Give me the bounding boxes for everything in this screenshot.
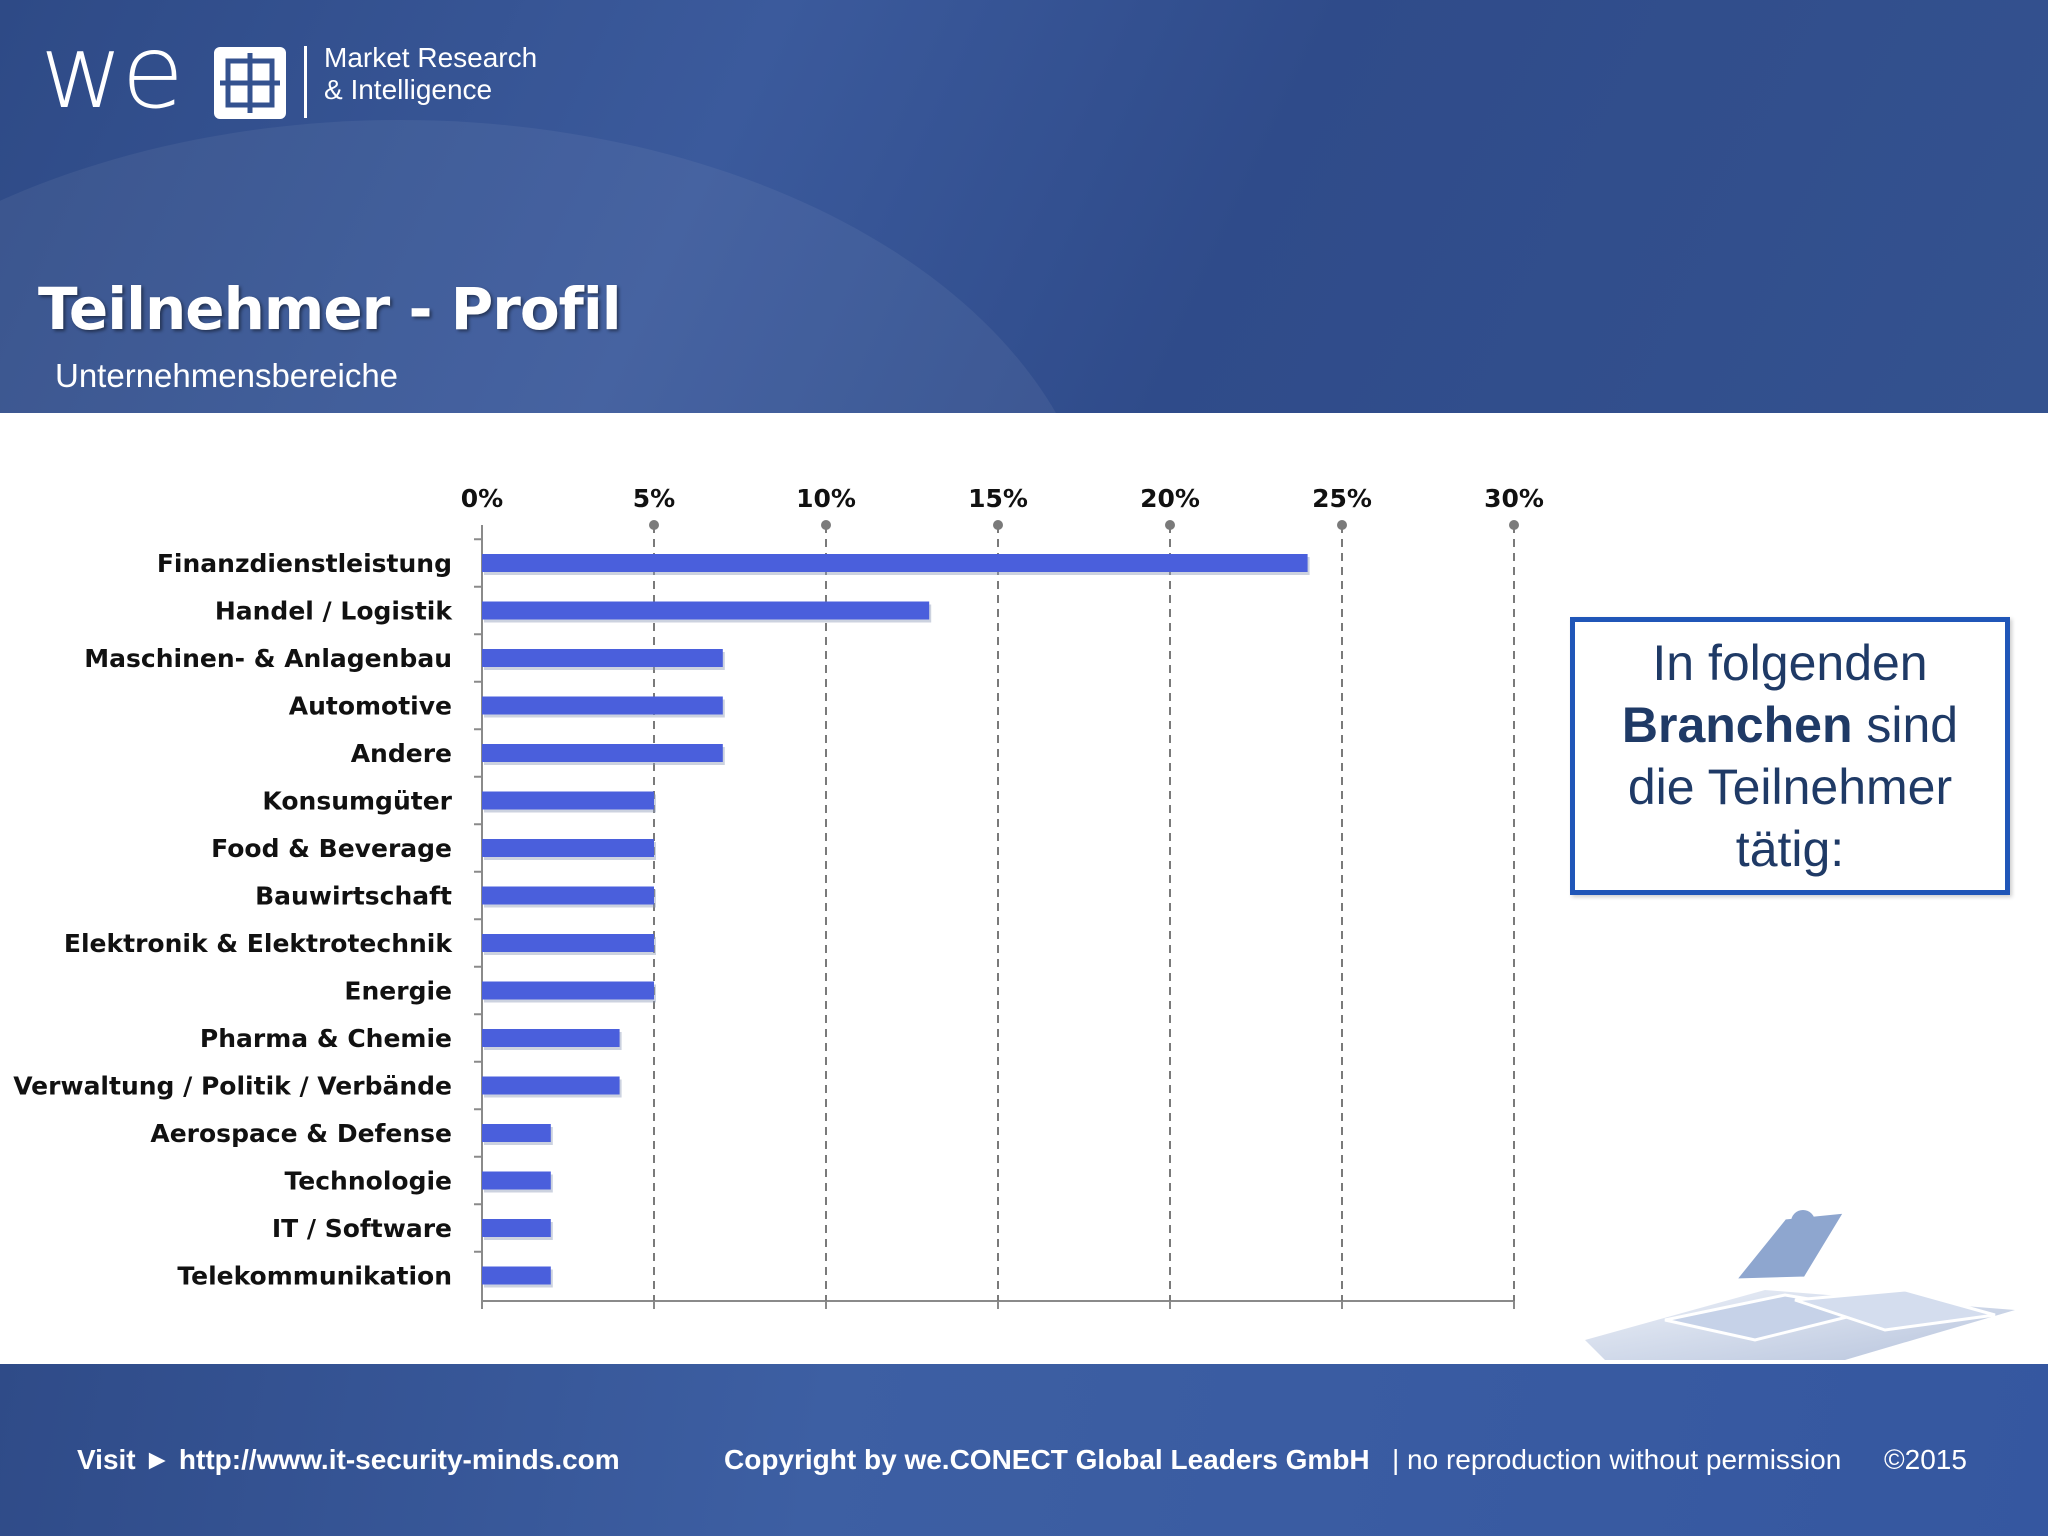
category-label: Technologie (285, 1167, 452, 1196)
bar (482, 886, 654, 905)
x-tick-label: 0% (461, 484, 503, 513)
bar (482, 1266, 551, 1285)
callout-bold-word: Branchen (1621, 697, 1853, 753)
footer-banner: Visit ► http://www.it-security-minds.com… (0, 1364, 2048, 1536)
x-tick-label: 15% (968, 484, 1028, 513)
x-tick-label: 20% (1140, 484, 1200, 513)
category-label: Konsumgüter (262, 787, 452, 816)
x-tick-label: 25% (1312, 484, 1372, 513)
logo-tagline: Market Research & Intelligence (324, 42, 537, 106)
bar (482, 839, 654, 857)
bar (482, 696, 723, 715)
logo-wordmark: we (40, 13, 184, 132)
x-tick-label: 5% (633, 484, 675, 513)
bar (482, 981, 654, 1000)
bar (482, 791, 654, 810)
gridline-marker (649, 520, 659, 530)
logo-crosshair-icon (214, 47, 286, 119)
footer-visit-link[interactable]: Visit ► http://www.it-security-minds.com (77, 1444, 620, 1475)
bar (482, 1076, 620, 1095)
callout-text: In folgenden Branchen sind die Teilnehme… (1622, 632, 1958, 880)
category-label: Finanzdienstleistung (157, 549, 452, 578)
footer-year: ©2015 (1884, 1444, 1967, 1475)
bar (482, 1124, 551, 1142)
gridline-marker (821, 520, 831, 530)
bar (482, 744, 723, 762)
callout-box: In folgenden Branchen sind die Teilnehme… (1570, 617, 2010, 895)
page-subtitle: Unternehmensbereiche (55, 357, 399, 394)
bar (482, 1029, 620, 1047)
category-label: Pharma & Chemie (200, 1024, 452, 1053)
bar (482, 601, 930, 620)
callout-line1: In folgenden (1652, 635, 1928, 691)
gridline-marker (1337, 520, 1347, 530)
callout-line2-rest: sind (1852, 697, 1959, 753)
category-label: Food & Beverage (211, 834, 452, 863)
bar (482, 1171, 551, 1190)
chart-x-ticks: 0% 5% 10% 15% 20% 25% 30% (461, 484, 1544, 1309)
bar (482, 649, 723, 667)
category-label: Telekommunikation (177, 1262, 452, 1291)
category-label: Automotive (289, 692, 452, 721)
puzzle-pieces-image (1585, 1210, 2015, 1360)
category-label: Bauwirtschaft (255, 882, 452, 911)
callout-line4: tätig: (1735, 821, 1845, 877)
category-label: Elektronik & Elektrotechnik (64, 929, 453, 958)
category-label: Aerospace & Defense (150, 1119, 452, 1148)
category-label: Maschinen- & Anlagenbau (84, 644, 452, 673)
page-title: Teilnehmer - Profil (38, 275, 622, 343)
footer-notice: | no reproduction without permission (1392, 1444, 1842, 1475)
logo-tagline-line2: & Intelligence (324, 74, 493, 105)
chart-category-labels: Finanzdienstleistung Handel / Logistik Mas… (13, 549, 453, 1291)
chart-bars (482, 554, 1310, 1288)
gridline-marker (1509, 520, 1519, 530)
bar (482, 1219, 551, 1237)
chart-grid (481, 520, 1519, 1302)
category-label: Energie (344, 977, 452, 1006)
logo-separator (304, 46, 307, 118)
callout-line3: die Teilnehmer (1627, 759, 1953, 815)
bar (482, 934, 654, 952)
x-tick-label: 10% (796, 484, 856, 513)
bar (482, 554, 1308, 572)
x-tick-label: 30% (1484, 484, 1544, 513)
gridline-marker (993, 520, 1003, 530)
industry-bar-chart: 0% 5% 10% 15% 20% 25% 30% Finanzdienstleistung… (13, 484, 1544, 1309)
category-label: Handel / Logistik (215, 597, 454, 626)
footer-copyright: Copyright by we.CONECT Global Leaders Gm… (724, 1444, 1370, 1475)
header-banner: we Market Research & Intelligence Teilne… (0, 0, 2048, 413)
category-label: IT / Software (272, 1214, 452, 1243)
category-label: Verwaltung / Politik / Verbände (13, 1072, 452, 1101)
logo-tagline-line1: Market Research (324, 42, 538, 73)
category-label: Andere (351, 739, 452, 768)
gridline-marker (1165, 520, 1175, 530)
